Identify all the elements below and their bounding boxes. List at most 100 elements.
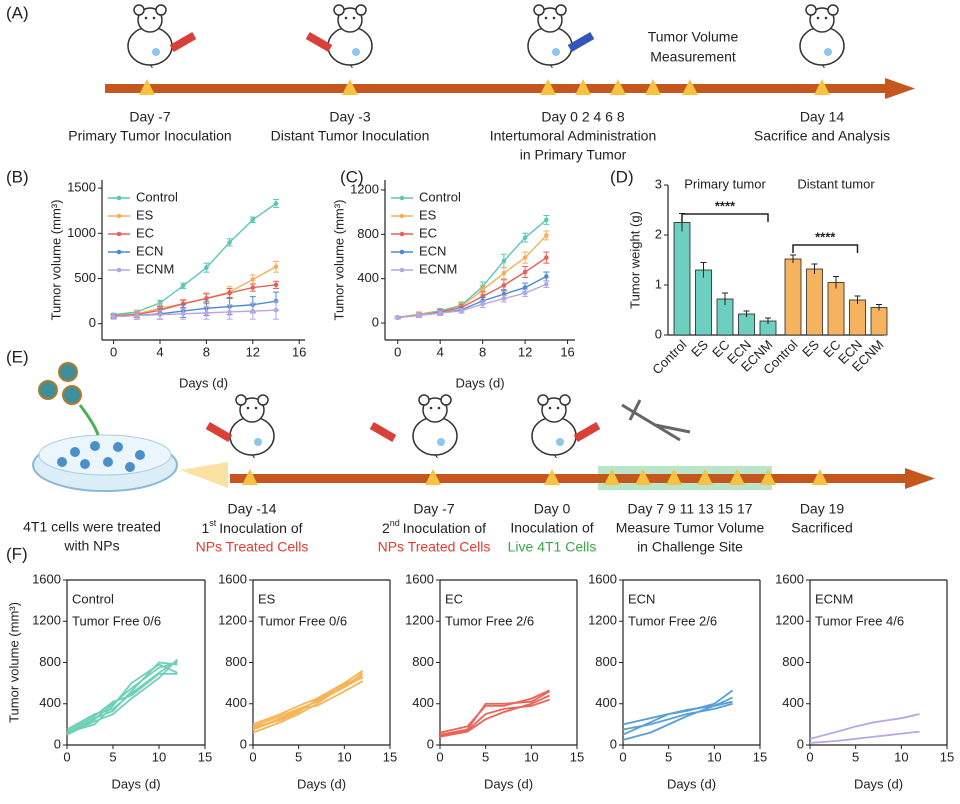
x-tick-label: 5: [665, 749, 672, 764]
markers: [242, 469, 828, 485]
label: Day -3: [329, 109, 370, 125]
label: Tumor Volume: [648, 29, 739, 45]
label: 1st Inoculation of: [201, 518, 302, 535]
y-tick-label: 1200: [218, 613, 247, 628]
panel-label: (B): [6, 167, 29, 186]
annotation: ES: [258, 591, 276, 606]
label: Day 7 9 11 13 15 17: [627, 501, 752, 517]
series-line: [252, 677, 363, 726]
y-tick-label: 1600: [32, 571, 61, 586]
series-line: [439, 689, 550, 734]
panel-label: (A): [6, 3, 29, 22]
y-axis-label: Tumor volume (mm³): [6, 602, 21, 723]
label: Measure Tumor Volume: [616, 520, 765, 536]
series-line: [809, 713, 920, 740]
y-tick-label: 1200: [350, 181, 379, 196]
y-tick-label: 0: [427, 736, 434, 751]
x-tick-label: 10: [524, 749, 538, 764]
label: with NPs: [63, 538, 119, 554]
y-tick-label: 400: [39, 695, 61, 710]
petri-dish: [38, 434, 172, 476]
y-tick-label: 0: [372, 314, 379, 329]
label: Primary Tumor Inoculation: [68, 128, 231, 144]
beam: [180, 462, 228, 488]
y-tick-label: 800: [39, 654, 61, 669]
legend-marker: [399, 267, 405, 273]
point: [273, 201, 279, 206]
x-tick-label: Control: [649, 337, 689, 377]
series-line: [439, 694, 550, 738]
timeline-a: Tumor Volume Measurement Day -7 Primary …: [68, 4, 915, 163]
bar: [806, 268, 823, 336]
point: [250, 277, 256, 282]
panel-label: (E): [6, 347, 29, 366]
label: NPs Treated Cells: [378, 539, 491, 555]
x-tick-label: 0: [619, 749, 626, 764]
annotation: Tumor Free 4/6: [815, 613, 904, 628]
arrow-shaft: [105, 84, 890, 93]
ordinal-suffix: st: [209, 518, 217, 528]
y-axis-label: Tumor volume (mm³): [48, 200, 63, 321]
label: in Primary Tumor: [520, 147, 627, 163]
syringe: [369, 422, 397, 442]
y-tick-label: 1000: [67, 225, 96, 240]
y-tick-label: 400: [225, 695, 247, 710]
point: [544, 281, 549, 287]
y-tick-label: 800: [357, 226, 379, 241]
syringe: [205, 422, 233, 442]
y-tick-label: 1200: [405, 613, 434, 628]
point: [250, 285, 256, 290]
series-line: [252, 674, 364, 734]
y-tick-label: 1600: [218, 571, 247, 586]
x-tick-label: 10: [152, 749, 166, 764]
label: Day 14: [800, 109, 845, 125]
mouse-icon: [531, 394, 577, 458]
label: 4T1 cells were treated: [23, 519, 161, 535]
x-axis-label: Days (d): [111, 776, 160, 791]
x-tick-label: 8: [479, 344, 486, 359]
point: [204, 296, 209, 301]
series-line: [252, 680, 364, 728]
point: [544, 233, 549, 238]
point: [227, 309, 232, 315]
point: [501, 283, 507, 288]
series-line: [622, 702, 733, 731]
panel-labels: (A) (B) (C) (D) (E) (F): [6, 3, 634, 563]
y-tick-label: 400: [357, 270, 379, 285]
series-line: [66, 663, 178, 734]
y-tick-label: 0: [54, 736, 61, 751]
ordinal: 1: [201, 520, 209, 536]
x-tick-label: 10: [337, 749, 351, 764]
legend-marker: [399, 249, 405, 255]
y-tick-label: 1600: [775, 571, 804, 586]
legend-marker: [399, 231, 405, 237]
x-tick-label: 5: [109, 749, 116, 764]
y-tick-label: 1: [655, 276, 662, 291]
y-tick-label: 0: [240, 736, 247, 751]
point: [522, 285, 528, 290]
legend-label: ECN: [419, 243, 446, 258]
point: [134, 313, 140, 318]
point: [395, 315, 401, 320]
point: [227, 290, 232, 296]
y-tick-label: 0: [797, 736, 804, 751]
point: [480, 301, 485, 307]
ordinal: 2: [382, 520, 390, 536]
series-line: [66, 661, 178, 735]
point: [204, 310, 209, 316]
significance: ****: [815, 229, 836, 244]
group-label: Distant tumor: [797, 176, 875, 191]
annotation: Tumor Free 0/6: [72, 613, 161, 628]
arrow: [78, 404, 100, 436]
y-tick-label: 800: [595, 654, 617, 669]
y-tick-label: 1200: [588, 613, 617, 628]
mouse-icon: [127, 4, 173, 68]
x-tick-label: 10: [894, 749, 908, 764]
annotation: Control: [72, 591, 114, 606]
legend-marker: [399, 213, 405, 219]
group-label: Primary tumor: [684, 176, 766, 191]
label: Sacrificed: [791, 520, 852, 536]
legend-marker: [116, 267, 122, 273]
point: [416, 312, 422, 318]
